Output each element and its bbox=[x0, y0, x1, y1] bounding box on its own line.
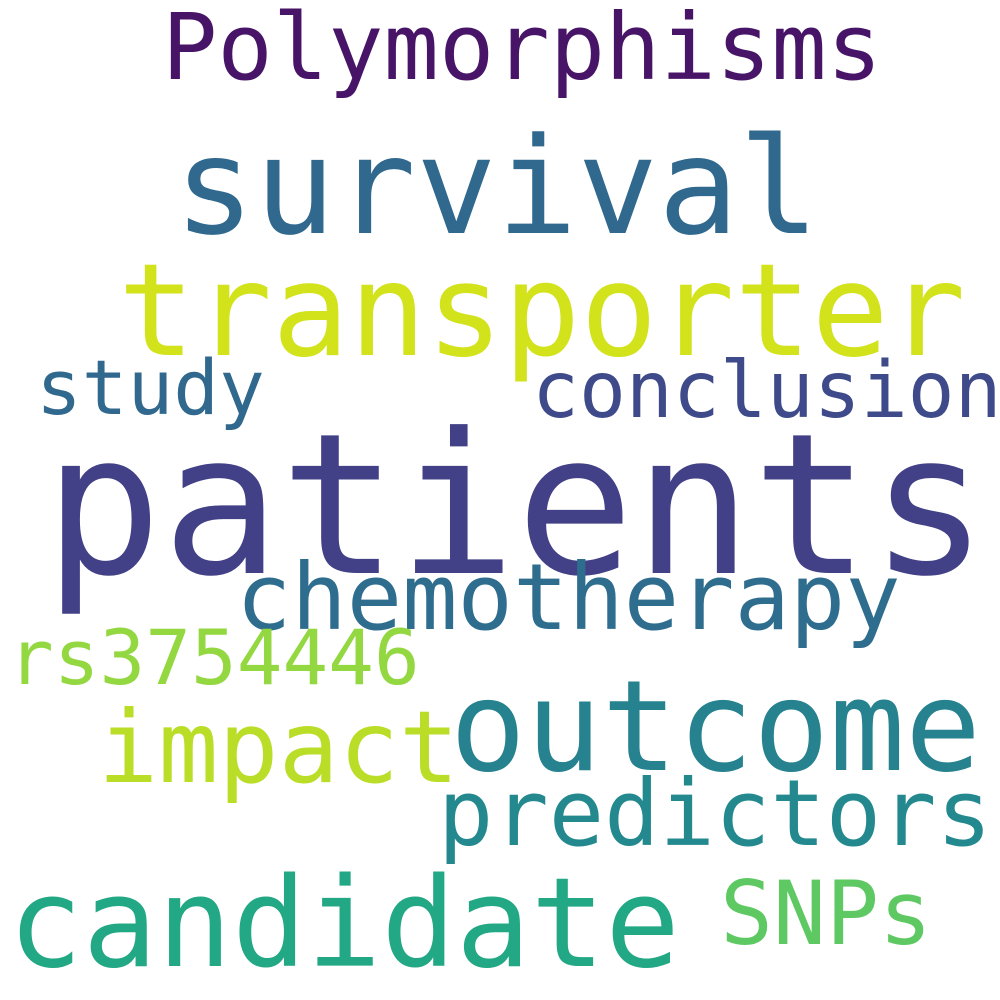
word-patients: patients bbox=[44, 392, 989, 620]
word-conclusion: conclusion bbox=[532, 346, 1000, 436]
word-polymorphisms: Polymorphisms bbox=[162, 0, 883, 101]
word-snps: SNPs bbox=[720, 862, 932, 965]
word-transporter: transporter bbox=[118, 237, 966, 386]
word-chemotherapy: chemotherapy bbox=[236, 544, 901, 651]
word-survival: survival bbox=[174, 109, 820, 265]
word-rs3754446: rs3754446 bbox=[8, 613, 420, 702]
word-impact: impact bbox=[98, 689, 460, 806]
word-candidate: candidate bbox=[8, 852, 680, 996]
word-study: study bbox=[36, 343, 265, 432]
word-outcome: outcome bbox=[450, 653, 982, 800]
word-predictors: predictors bbox=[438, 760, 992, 867]
